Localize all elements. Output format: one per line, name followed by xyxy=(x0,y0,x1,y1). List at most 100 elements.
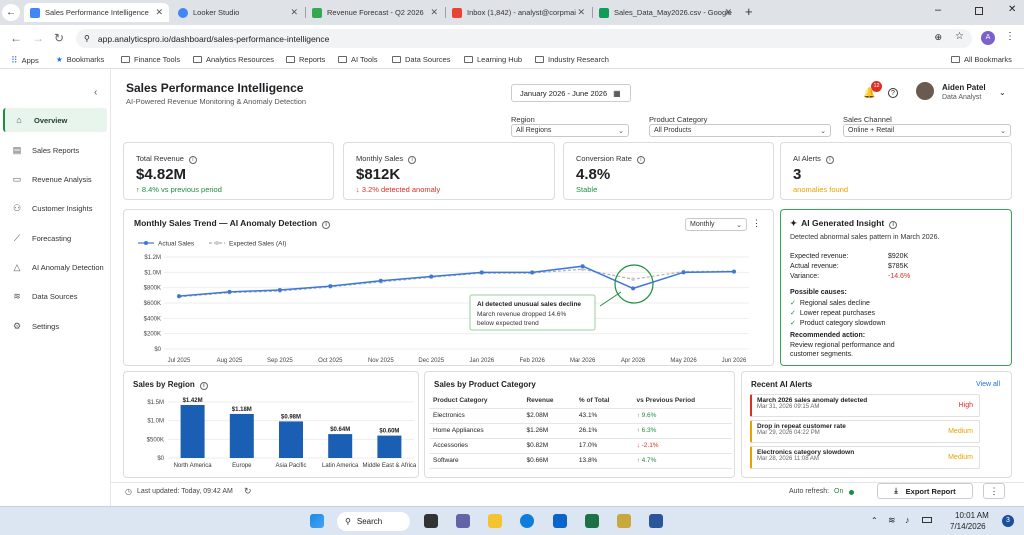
tray-chevron-icon[interactable]: ⌃ xyxy=(871,516,878,525)
sidebar-item-revenue-analysis[interactable]: ▭ Revenue Analysis xyxy=(12,173,92,184)
user-menu-chevron-icon[interactable]: ⌄ xyxy=(999,88,1006,97)
chevron-down-icon: ⌄ xyxy=(618,128,624,135)
info-icon[interactable]: i xyxy=(636,156,645,164)
close-icon[interactable]: ✕ xyxy=(290,7,298,17)
auto-refresh-state[interactable]: On xyxy=(834,488,844,495)
alert-item[interactable]: Drop in repeat customer rate Mar 29, 202… xyxy=(750,420,980,443)
category-select[interactable]: All Products ⌄ xyxy=(649,124,831,137)
close-icon[interactable]: ✕ xyxy=(430,7,438,17)
maximize-icon[interactable] xyxy=(975,7,983,15)
info-icon[interactable]: i xyxy=(825,156,834,164)
info-icon[interactable]: i xyxy=(889,221,898,229)
forward-icon[interactable]: → xyxy=(32,31,44,45)
action-text: Review regional performance and customer… xyxy=(790,342,895,358)
info-icon[interactable]: i xyxy=(322,221,331,229)
collapse-sidebar-icon[interactable]: ‹ xyxy=(94,87,98,98)
anomaly-highlight xyxy=(614,264,654,304)
expected-series-line xyxy=(178,268,735,298)
table-row[interactable]: Accessories $0.82M 17.0% ↓ -2.1% xyxy=(429,438,732,454)
check-icon: ✓ xyxy=(790,300,796,307)
close-icon[interactable]: ✕ xyxy=(724,7,732,17)
minimize-icon[interactable]: – xyxy=(935,4,942,16)
browser-tab-0[interactable]: Sales Performance Intelligence ✕ xyxy=(24,3,169,22)
tab-back-icon[interactable]: ← xyxy=(2,4,20,21)
browser-tab-2[interactable]: Revenue Forecast - Q2 2026 ✕ xyxy=(306,3,444,22)
bookmark-industry-research[interactable]: Industry Research xyxy=(535,55,609,64)
alert-item[interactable]: March 2026 sales anomaly detected Mar 31… xyxy=(750,394,980,417)
info-icon[interactable]: i xyxy=(408,156,417,164)
url-input[interactable]: ⚲ app.analyticspro.io/dashboard/sales-pe… xyxy=(76,29,972,48)
notes-icon[interactable] xyxy=(617,514,631,528)
bookmark-learning-hub[interactable]: Learning Hub xyxy=(464,55,522,64)
refresh-icon[interactable]: ↻ xyxy=(244,486,252,496)
footer-more-icon[interactable]: ⋮ xyxy=(983,483,1005,499)
region-select[interactable]: All Regions ⌄ xyxy=(511,124,629,137)
bookmark-bookmarks[interactable]: ★ Bookmarks xyxy=(56,55,105,64)
reload-icon[interactable]: ↻ xyxy=(54,31,65,45)
close-icon[interactable]: ✕ xyxy=(155,7,163,17)
more-options-icon[interactable]: ⋮ xyxy=(752,218,761,228)
sidebar-item-overview[interactable]: ⌂ Overview xyxy=(3,108,107,132)
avatar[interactable] xyxy=(916,82,934,100)
teams-icon[interactable] xyxy=(456,514,470,528)
sidebar-item-sales-reports[interactable]: ▤ Sales Reports xyxy=(12,144,80,155)
x-tick-label: Jul 2025 xyxy=(168,358,191,364)
bookmark-apps[interactable]: ⠿ Apps xyxy=(11,55,39,65)
clock-time[interactable]: 10:01 AM xyxy=(955,511,989,520)
profile-avatar[interactable]: A xyxy=(981,31,995,45)
actual-point xyxy=(631,286,636,291)
close-icon[interactable]: ✕ xyxy=(577,7,585,17)
bookmark-data-sources[interactable]: Data Sources xyxy=(392,55,450,64)
task-view-icon[interactable] xyxy=(424,514,438,528)
new-tab-icon[interactable]: + xyxy=(745,4,753,19)
window-close-icon[interactable]: ✕ xyxy=(1008,4,1017,15)
notification-count-badge[interactable]: 3 xyxy=(1002,515,1014,527)
sidebar-item-customer-insights[interactable]: ⚇ Customer Insights xyxy=(12,202,93,213)
date-range-picker[interactable]: January 2026 - June 2026 ▦ xyxy=(511,84,631,102)
edge-icon[interactable] xyxy=(520,514,534,528)
browser-tab-1[interactable]: Looker Studio ✕ xyxy=(172,3,304,22)
period-select[interactable]: Monthly ⌄ xyxy=(685,218,747,231)
sidebar-item-data-sources[interactable]: ≋ Data Sources xyxy=(13,290,78,301)
table-row[interactable]: Electronics $2.08M 43.1% ↑ 9.6% xyxy=(429,408,732,424)
excel-icon[interactable] xyxy=(585,514,599,528)
file-explorer-icon[interactable] xyxy=(488,514,502,528)
windows-start-icon[interactable] xyxy=(310,514,324,528)
bookmark-reports[interactable]: Reports xyxy=(286,55,325,64)
help-icon[interactable]: ? xyxy=(888,88,898,98)
bookmark-all-bookmarks[interactable]: All Bookmarks xyxy=(951,55,1012,64)
alert-item[interactable]: Electronics category slowdown Mar 28, 20… xyxy=(750,446,980,469)
browser-tab-4[interactable]: Sales_Data_May2026.csv - Google ✕ xyxy=(593,3,738,22)
site-info-icon[interactable]: ⚲ xyxy=(84,34,90,43)
last-updated: Last updated: Today, 09:42 AM xyxy=(137,488,233,495)
channel-select[interactable]: Online + Retail ⌄ xyxy=(843,124,1011,137)
star-icon[interactable]: ☆ xyxy=(955,31,964,42)
taskbar-search[interactable]: ⚲ Search xyxy=(337,512,410,531)
browser-tab-3[interactable]: Inbox (1,842) - analyst@corpmai ✕ xyxy=(446,3,591,22)
menu-icon[interactable]: ⋮ xyxy=(1005,31,1015,42)
product-table-title: Sales by Product Category xyxy=(434,380,536,389)
bookmark-analytics-resources[interactable]: Analytics Resources xyxy=(193,55,274,64)
info-icon[interactable]: i xyxy=(199,382,208,390)
notifications-button[interactable]: 🔔 xyxy=(863,88,876,99)
sidebar-item-ai-anomaly-detection[interactable]: △ AI Anomaly Detection xyxy=(13,261,104,272)
export-report-button[interactable]: ⤓ Export Report xyxy=(877,483,973,499)
table-row[interactable]: Software $0.66M 13.8% ↑ 4.7% xyxy=(429,453,732,469)
zoom-icon[interactable]: ⊕ xyxy=(934,32,942,42)
info-icon[interactable]: i xyxy=(188,156,197,164)
outlook-icon[interactable] xyxy=(553,514,567,528)
clock-date[interactable]: 7/14/2026 xyxy=(950,522,986,531)
alert-icon: △ xyxy=(13,261,21,272)
gear-icon: ⚙ xyxy=(12,320,22,331)
sidebar-item-forecasting[interactable]: ⟋ Forecasting xyxy=(13,232,72,243)
kpi-delta: ↑ 8.4% vs previous period xyxy=(136,185,222,194)
x-tick-label: Europe xyxy=(232,463,252,469)
word-icon[interactable] xyxy=(649,514,663,528)
back-icon[interactable]: ← xyxy=(10,31,22,45)
sidebar-item-settings[interactable]: ⚙ Settings xyxy=(12,320,60,331)
table-row[interactable]: Home Appliances $1.26M 26.1% ↑ 6.3% xyxy=(429,423,732,439)
bookmark-ai-tools[interactable]: AI Tools xyxy=(338,55,378,64)
y-tick-label: $0 xyxy=(154,347,161,353)
view-all-link[interactable]: View all xyxy=(976,381,1000,388)
bookmark-finance-tools[interactable]: Finance Tools xyxy=(121,55,180,64)
